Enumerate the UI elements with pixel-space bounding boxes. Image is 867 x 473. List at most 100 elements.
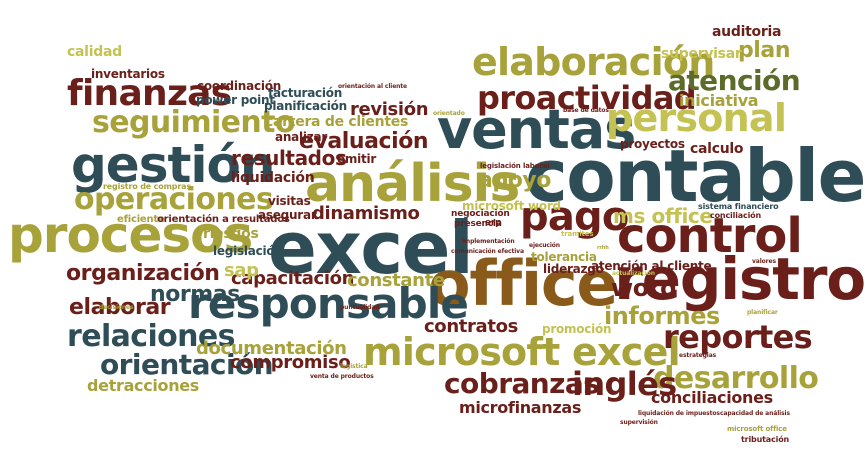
- cloud-word: logística: [340, 363, 368, 370]
- cloud-word: comunicación efectiva: [451, 248, 524, 255]
- cloud-word: apoyo: [478, 168, 551, 193]
- cloud-word: calidad: [67, 44, 122, 60]
- cloud-word: negociación: [451, 209, 510, 219]
- cloud-word: supervisar: [661, 46, 742, 62]
- cloud-word: facturación: [268, 86, 343, 100]
- cloud-word: planificar: [747, 309, 778, 316]
- cloud-word: implementación: [462, 238, 515, 245]
- cloud-word: sistema financiero: [698, 202, 779, 211]
- cloud-word: legislación: [213, 244, 283, 258]
- cloud-word: desarrollo: [653, 361, 819, 396]
- cloud-word: organización: [66, 261, 220, 286]
- cloud-word: liderazgo: [543, 262, 604, 276]
- cloud-word: elaborar: [69, 295, 171, 320]
- cloud-word: registro de compras: [103, 182, 191, 191]
- cloud-word: microsoft excel: [363, 330, 681, 374]
- cloud-word: inventarios: [91, 67, 165, 81]
- cloud-word: power point: [196, 93, 275, 107]
- cloud-word: constante: [347, 270, 445, 291]
- cloud-word: conciliaciones: [651, 388, 773, 407]
- cloud-word: orientación: [100, 348, 274, 381]
- cloud-word: contable: [525, 134, 866, 218]
- cloud-word: personal: [606, 96, 787, 140]
- cloud-word: reportes: [663, 318, 813, 356]
- cloud-word: inglés: [572, 365, 677, 403]
- cloud-word: tramites: [561, 230, 594, 238]
- cloud-word: emitir: [337, 152, 377, 166]
- cloud-word: informes: [604, 302, 720, 330]
- cloud-word: capacitación: [231, 268, 355, 289]
- cloud-word: auditoria: [712, 24, 782, 40]
- cloud-word: orientación al cliente: [338, 83, 407, 90]
- cloud-word: coordinación: [197, 79, 281, 93]
- cloud-word: normas: [150, 282, 240, 307]
- cloud-word: relaciones: [67, 319, 236, 354]
- cloud-word: calculo: [690, 141, 744, 157]
- cloud-word: rrhh: [597, 245, 609, 251]
- cloud-word: actualización: [612, 270, 655, 277]
- cloud-word: elaboración: [472, 40, 715, 84]
- cloud-word: contratos: [424, 316, 518, 337]
- cloud-word: ventas: [437, 98, 636, 161]
- cloud-word: proactividad: [477, 79, 697, 117]
- cloud-word: liquidación: [231, 170, 315, 186]
- cloud-word: proyectos: [620, 137, 685, 151]
- cloud-word: gestión: [71, 136, 275, 194]
- cloud-word: planificación: [264, 99, 347, 113]
- cloud-word: análisis: [305, 154, 520, 214]
- cloud-word: atención al cliente: [591, 259, 712, 273]
- cloud-word: registro: [614, 245, 866, 313]
- cloud-word: orientado: [433, 110, 465, 117]
- cloud-word: iniciativa: [679, 91, 759, 110]
- cloud-word: orientación a resultados: [157, 214, 290, 225]
- cloud-word: ms office: [613, 204, 713, 228]
- cloud-word: resultados: [231, 146, 347, 170]
- cloud-word: estrategias: [679, 352, 717, 359]
- cloud-word: documentación: [196, 338, 347, 359]
- cloud-word: capacidad de análisis: [720, 410, 790, 417]
- cloud-word: sap: [224, 260, 259, 281]
- cloud-word: microfinanzas: [459, 398, 582, 417]
- cloud-word: atención: [668, 64, 801, 97]
- cloud-word: dinamismo: [312, 203, 420, 224]
- cloud-word: microsoft word: [462, 199, 561, 213]
- cloud-word: evaluación: [299, 129, 429, 154]
- cloud-word: valores: [752, 258, 776, 265]
- cloud-word: excel: [268, 206, 474, 290]
- cloud-word: visitas: [268, 194, 311, 208]
- cloud-word: operaciones: [74, 182, 274, 217]
- cloud-word: cartera de clientes: [265, 114, 409, 130]
- cloud-word: asegurar: [258, 208, 317, 222]
- cloud-word: compromiso: [230, 352, 351, 373]
- cloud-word: promoción: [542, 322, 612, 336]
- cloud-word: riesgos: [203, 226, 259, 242]
- cloud-word: cobranzas: [444, 367, 600, 400]
- cloud-word: tributación: [741, 435, 790, 444]
- cloud-word: control: [617, 208, 803, 264]
- cloud-word: legislación laboral: [480, 162, 550, 170]
- cloud-word: eficiente: [117, 214, 165, 225]
- cloud-word: ejecución: [529, 242, 560, 249]
- cloud-word: plan: [738, 38, 791, 63]
- cloud-word: conciliación: [710, 211, 762, 220]
- cloud-word: microsoft office: [727, 425, 787, 433]
- cloud-word: word: [611, 274, 677, 302]
- cloud-word: supervisión: [620, 419, 658, 426]
- cloud-word: presencia: [454, 219, 502, 229]
- cloud-word: liquidación de impuestos: [638, 410, 720, 417]
- cloud-word: pago: [520, 194, 629, 240]
- cloud-word: tolerancia: [531, 250, 597, 264]
- cloud-word: venta de productos: [310, 373, 374, 380]
- cloud-word: decisiones: [99, 304, 134, 311]
- cloud-word: detracciones: [87, 376, 200, 395]
- cloud-word: procesos: [8, 206, 253, 264]
- cloud-word: office: [428, 247, 618, 320]
- cloud-word: puntualidad: [340, 304, 380, 311]
- cloud-word: analizar: [275, 130, 328, 144]
- cloud-word: erp: [485, 218, 502, 228]
- cloud-word: seguimiento: [92, 105, 296, 140]
- cloud-word: revisión: [350, 99, 429, 120]
- cloud-word: base de datos: [563, 107, 609, 114]
- cloud-word: finanzas: [67, 73, 232, 114]
